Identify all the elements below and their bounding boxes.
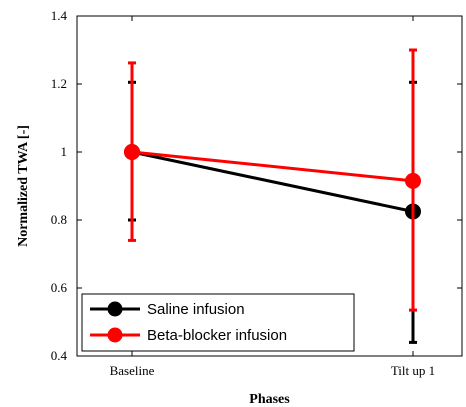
legend-box [81, 293, 355, 352]
series-line [131, 150, 414, 213]
legend: Saline infusion Beta-blocker infusion [81, 293, 355, 352]
y-tick-label: 1.4 [51, 8, 68, 23]
legend-label: Beta-blocker infusion [147, 327, 287, 344]
y-axis-label: Normalized TWA [-] [16, 125, 31, 247]
ticks: 0.4 0.6 0.8 1 1.2 1.4 Baseline Tilt up 1 [51, 8, 462, 378]
plot-frame [76, 15, 463, 357]
series-line [131, 150, 414, 183]
series-layer [124, 48, 421, 344]
legend-marker [107, 327, 123, 343]
series-2 [124, 48, 421, 312]
y-tick-label: 1.2 [51, 76, 67, 91]
x-tick-label: Tilt up 1 [391, 363, 435, 378]
x-axis-label: Phases [249, 392, 290, 407]
legend-marker [107, 301, 123, 317]
y-tick-label: 1 [61, 144, 68, 159]
y-tick-label: 0.8 [51, 212, 67, 227]
legend-label: Saline infusion [147, 301, 245, 318]
data-point [405, 172, 421, 189]
y-tick-label: 0.4 [51, 348, 68, 363]
x-tick-label: Baseline [110, 363, 155, 378]
axes [76, 15, 463, 357]
data-point [124, 144, 140, 160]
y-tick-label: 0.6 [51, 280, 68, 295]
